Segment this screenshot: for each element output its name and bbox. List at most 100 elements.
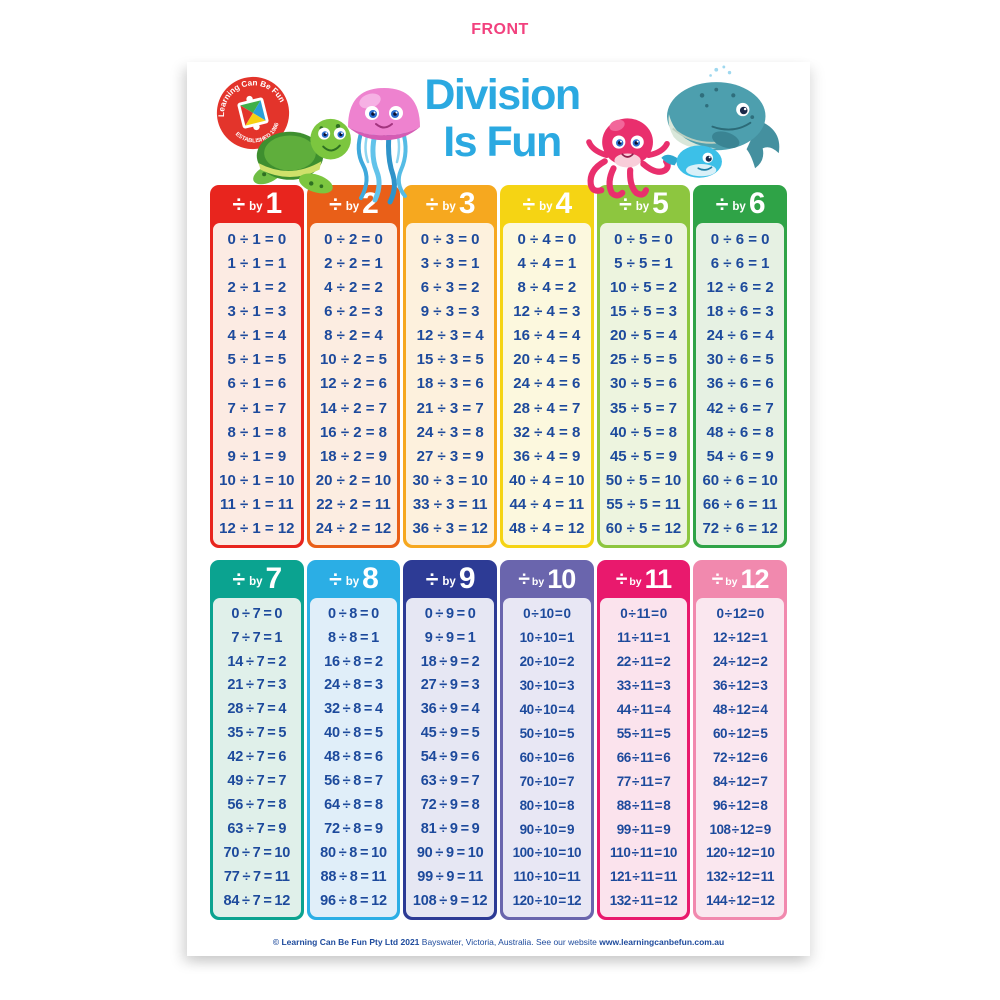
equation: 10 ÷ 2 = 5 [319, 351, 387, 369]
divide-symbol-icon: ÷ [615, 567, 628, 591]
equation: 0 ÷ 8 = 0 [328, 605, 379, 622]
card-body-4: 0 ÷ 4 = 0 4 ÷ 4 = 1 8 ÷ 4 = 2 12 ÷ 4 = 3 16 … [502, 223, 591, 545]
equation: 88 ÷ 11 = 8 [616, 797, 671, 813]
equation: 8 ÷ 1 = 8 [227, 423, 287, 441]
equation: 12 ÷ 3 = 4 [416, 327, 484, 345]
equation: 72 ÷ 6 = 12 [702, 520, 778, 538]
equation: 5 ÷ 5 = 1 [614, 254, 673, 272]
card-header-10: ÷ by 10 [503, 560, 591, 598]
equation: 24 ÷ 2 = 12 [315, 520, 392, 538]
equation: 20 ÷ 5 = 4 [609, 327, 677, 345]
divide-symbol-icon: ÷ [715, 190, 729, 217]
equation: 72 ÷ 12 = 6 [712, 749, 768, 765]
equation: 28 ÷ 4 = 7 [513, 399, 581, 417]
equation: 2 ÷ 1 = 2 [227, 278, 287, 296]
equation: 110 ÷ 10 = 11 [513, 869, 581, 885]
by-label: by [531, 576, 545, 589]
by-label: by [249, 575, 263, 588]
equation: 9 ÷ 1 = 9 [227, 447, 287, 465]
by-label: by [629, 576, 642, 589]
card-header-1: ÷ by 1 [213, 185, 301, 223]
equation: 30 ÷ 3 = 10 [412, 471, 488, 489]
equation: 48 ÷ 8 = 6 [324, 749, 383, 766]
equation: 27 ÷ 3 = 9 [416, 447, 484, 465]
equation: 50 ÷ 5 = 10 [605, 471, 682, 489]
equation: 45 ÷ 5 = 9 [609, 447, 677, 465]
equation: 36 ÷ 3 = 12 [412, 520, 488, 538]
equation: 11 ÷ 1 = 11 [219, 496, 294, 514]
equation: 18 ÷ 6 = 3 [706, 302, 774, 320]
division-card-10: ÷ by 10 0 ÷ 10 = 0 10 ÷ 10 = 1 20 ÷ 10 = 2 30 … [499, 560, 594, 920]
equation: 132 ÷ 11 = 12 [609, 893, 678, 909]
equation: 48 ÷ 12 = 4 [712, 701, 768, 717]
equation: 42 ÷ 6 = 7 [706, 399, 774, 417]
divisor-number: 10 [547, 563, 576, 594]
equation: 6 ÷ 6 = 1 [710, 254, 770, 272]
equation: 56 ÷ 7 = 8 [227, 797, 287, 814]
equation: 11 ÷ 11 = 1 [617, 630, 670, 646]
card-header-6: ÷ by 6 [696, 185, 784, 223]
equation: 25 ÷ 5 = 5 [609, 351, 677, 369]
equation: 88 ÷ 8 = 11 [320, 868, 387, 885]
equation: 16 ÷ 4 = 4 [513, 327, 581, 345]
equation: 110 ÷ 11 = 10 [610, 845, 677, 861]
equation: 21 ÷ 3 = 7 [416, 399, 484, 417]
divide-symbol-icon: ÷ [329, 190, 342, 217]
card-body-1: 0 ÷ 1 = 0 1 ÷ 1 = 1 2 ÷ 1 = 2 3 ÷ 1 = 3 4 ÷ … [213, 223, 301, 545]
equation: 15 ÷ 5 = 3 [609, 302, 677, 320]
equation: 84 ÷ 7 = 12 [223, 892, 291, 909]
equation: 40 ÷ 10 = 4 [519, 701, 575, 717]
equation: 66 ÷ 11 = 6 [616, 749, 671, 765]
divisor-number: 8 [362, 562, 379, 595]
card-header-8: ÷ by 8 [310, 560, 398, 598]
equation: 30 ÷ 5 = 6 [609, 375, 677, 393]
equation: 80 ÷ 10 = 8 [519, 797, 575, 813]
division-card-7: ÷ by 7 0 ÷ 7 = 0 7 ÷ 7 = 1 14 ÷ 7 = 2 21 ÷ 7 =… [210, 560, 304, 920]
equation: 20 ÷ 4 = 5 [513, 351, 581, 369]
by-label: by [732, 200, 746, 213]
equation: 108 ÷ 9 = 12 [412, 892, 488, 909]
divide-symbol-icon: ÷ [425, 565, 439, 592]
equation: 9 ÷ 3 = 3 [420, 302, 480, 320]
equation: 7 ÷ 7 = 1 [231, 629, 283, 646]
whale-icon [661, 65, 780, 178]
equation: 54 ÷ 9 = 6 [420, 749, 480, 766]
equation: 77 ÷ 7 = 11 [223, 868, 290, 885]
equation: 40 ÷ 8 = 5 [324, 725, 383, 742]
equation: 14 ÷ 7 = 2 [227, 653, 287, 670]
equation: 120 ÷ 12 = 10 [705, 845, 775, 861]
card-header-9: ÷ by 9 [406, 560, 494, 598]
equation: 60 ÷ 10 = 6 [519, 749, 575, 765]
footer-publisher: © Learning Can Be Fun Pty Ltd 2021 [272, 937, 420, 947]
division-card-4: ÷ by 4 0 ÷ 4 = 0 4 ÷ 4 = 1 8 ÷ 4 = 2 12 ÷ 4 = … [499, 185, 594, 548]
equation: 60 ÷ 6 = 10 [702, 471, 778, 489]
division-card-1: ÷ by 1 0 ÷ 1 = 0 1 ÷ 1 = 1 2 ÷ 1 = 2 3 ÷ 1 = 3… [210, 185, 304, 548]
card-body-12: 0 ÷ 12 = 0 12 ÷ 12 = 1 24 ÷ 12 = 2 36 ÷ 12 … [696, 598, 784, 917]
equation: 0 ÷ 3 = 0 [420, 230, 480, 248]
equation: 77 ÷ 11 = 7 [616, 773, 671, 789]
by-label: by [442, 575, 456, 588]
equation: 0 ÷ 6 = 0 [710, 230, 770, 248]
card-header-5: ÷ by 5 [600, 185, 688, 223]
equation: 15 ÷ 3 = 5 [416, 351, 484, 369]
equation: 10 ÷ 1 = 10 [219, 471, 295, 489]
equation: 99 ÷ 11 = 9 [616, 821, 671, 837]
equation: 55 ÷ 5 = 11 [606, 496, 681, 514]
page-title: Division Is Fun [344, 72, 660, 166]
division-card-11: ÷ by 11 0 ÷ 11 = 0 11 ÷ 11 = 1 22 ÷ 11 = 2 33 … [596, 560, 691, 920]
equation: 44 ÷ 11 = 4 [616, 701, 671, 717]
equation: 100 ÷ 10 = 10 [512, 845, 582, 861]
divisor-number: 3 [458, 187, 476, 220]
equation: 64 ÷ 8 = 8 [324, 797, 383, 814]
equation: 16 ÷ 2 = 8 [319, 423, 387, 441]
card-header-7: ÷ by 7 [213, 560, 301, 598]
divisor-number: 4 [555, 187, 573, 220]
equation: 4 ÷ 1 = 4 [227, 327, 287, 345]
divide-symbol-icon: ÷ [425, 190, 439, 217]
equation: 4 ÷ 2 = 2 [324, 278, 383, 296]
equation: 80 ÷ 8 = 10 [320, 844, 387, 861]
equation: 0 ÷ 9 = 0 [424, 605, 476, 622]
equation: 72 ÷ 9 = 8 [420, 797, 480, 814]
jellyfish-icon [348, 88, 420, 205]
